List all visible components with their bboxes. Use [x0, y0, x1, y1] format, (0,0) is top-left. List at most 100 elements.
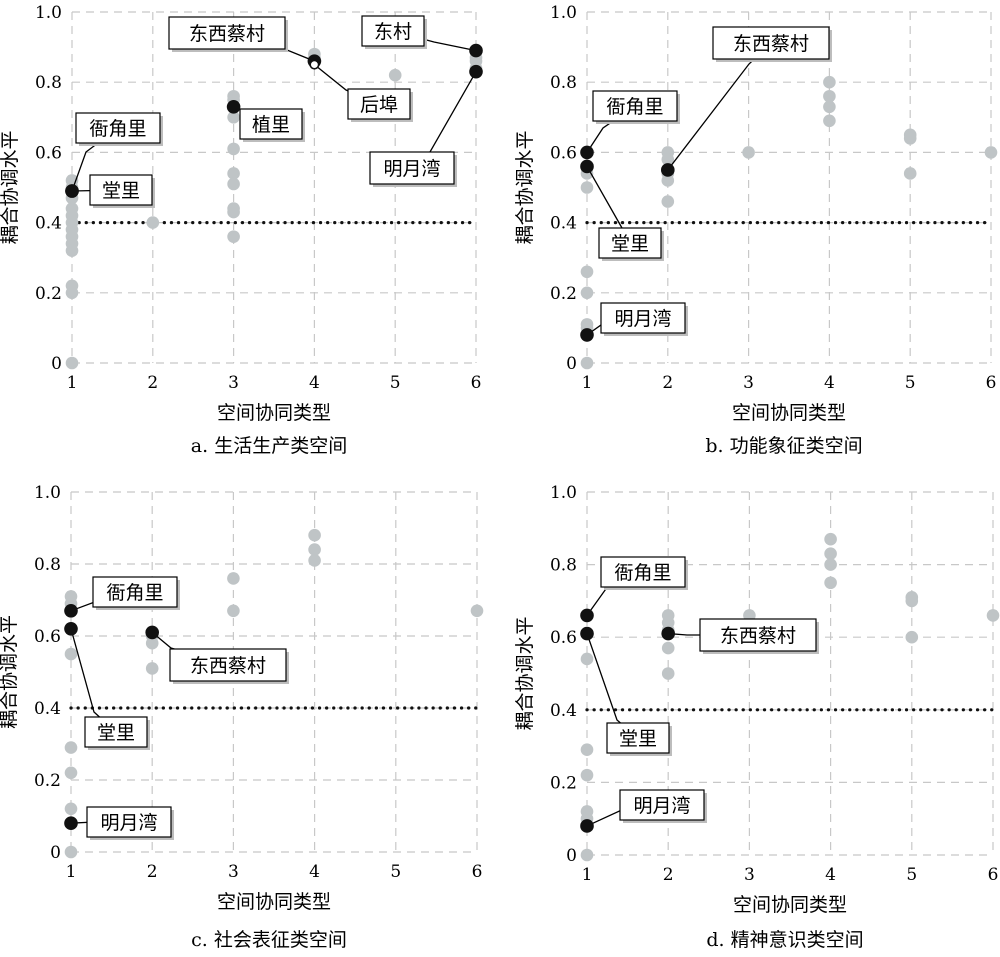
y-tick-label: 0 [51, 354, 62, 374]
highlighted-point [661, 163, 675, 177]
highlighted-point [580, 819, 594, 833]
y-tick-label: 0 [566, 846, 577, 866]
data-point [227, 572, 240, 585]
data-point [308, 543, 321, 556]
x-tick-label: 1 [582, 373, 593, 393]
data-point [64, 647, 78, 661]
data-point [145, 662, 159, 675]
callout-label: 明月湾 [383, 158, 440, 180]
data-point [823, 100, 836, 114]
callout-box [347, 88, 411, 120]
callout-box [600, 302, 686, 334]
data-point [308, 554, 321, 567]
x-tick-label: 4 [309, 862, 320, 882]
x-tick-label: 5 [390, 373, 401, 393]
callout-leader [667, 42, 772, 171]
callout-label: 堂里 [102, 180, 140, 202]
x-tick-label: 4 [825, 865, 836, 885]
callout-box [600, 556, 686, 588]
y-tick-label: 1.0 [550, 3, 577, 23]
x-axis-title: 空间协同类型 [733, 894, 847, 916]
x-tick-label: 2 [147, 373, 158, 393]
data-point [903, 167, 917, 180]
data-point [580, 768, 594, 782]
callout-label: 后埠 [360, 94, 398, 116]
data-point [65, 356, 79, 370]
x-tick-label: 6 [472, 862, 483, 882]
highlighted-point [65, 184, 79, 198]
data-point [986, 609, 1000, 622]
x-tick-label: 3 [743, 373, 754, 393]
callout-box [361, 15, 425, 47]
callout-box [86, 806, 172, 838]
data-point [65, 286, 79, 300]
highlighted-point [469, 43, 483, 58]
callout-label: 衙角里 [614, 562, 671, 584]
callout-label: 明月湾 [614, 308, 671, 330]
data-point [661, 667, 675, 680]
highlighted-point [580, 626, 594, 641]
x-tick-label: 5 [906, 865, 917, 885]
chart-panel-3: 0 0.2 0.4 0.6 0.8 1.0 1 2 3 4 5 6 空间协同类型 耦合协调水平 c. 社会表… [0, 483, 484, 951]
callout-box [712, 26, 830, 60]
data-point [308, 528, 321, 542]
data-point [580, 356, 594, 370]
x-tick-label: 2 [147, 862, 158, 882]
data-point [903, 132, 917, 145]
data-point [824, 558, 837, 571]
callout-label: 堂里 [611, 233, 649, 255]
x-tick-label: 4 [309, 373, 320, 393]
callout-label: 东西蔡村 [733, 33, 809, 55]
highlighted-point [145, 625, 159, 640]
callout-box [168, 16, 286, 50]
y-tick-label: 0.6 [550, 143, 577, 163]
callout-leader [586, 633, 639, 739]
y-tick-label: 0.6 [35, 143, 62, 163]
panel-caption: b. 功能象征类空间 [705, 435, 862, 457]
data-point [64, 845, 78, 859]
callout-box [369, 151, 455, 185]
callout-box [239, 108, 303, 140]
data-point [905, 630, 919, 644]
callout-label: 东西蔡村 [190, 655, 266, 677]
y-axis-title: 耦合协调水平 [514, 616, 536, 730]
x-tick-label: 2 [663, 865, 674, 885]
y-tick-label: 0.2 [550, 773, 577, 793]
data-point [227, 205, 240, 219]
callout-box [169, 648, 287, 682]
callout-label: 堂里 [97, 722, 135, 744]
data-point [823, 75, 836, 89]
data-point [742, 146, 755, 159]
x-tick-label: 1 [582, 865, 593, 885]
data-point [227, 177, 240, 191]
y-tick-label: 0.4 [550, 214, 577, 234]
panel-caption: a. 生活生产类空间 [191, 435, 347, 457]
highlighted-point [580, 159, 594, 174]
data-point [227, 167, 240, 180]
data-point [65, 244, 79, 257]
y-tick-label: 0.8 [34, 555, 61, 575]
x-tick-label: 2 [662, 373, 673, 393]
data-point [823, 89, 836, 103]
data-point [905, 594, 919, 608]
callout-box [89, 174, 153, 206]
data-point [227, 111, 240, 124]
y-axis-title: 耦合协调水平 [0, 130, 21, 244]
chart-panel-1: 0 0.2 0.4 0.6 0.8 1.0 1 2 3 4 5 6 空间协同类型 耦合协调水平 a. 生活生… [0, 3, 483, 457]
callout-label: 堂里 [619, 728, 657, 750]
y-tick-label: 0.4 [35, 214, 62, 234]
data-point [824, 547, 837, 561]
y-tick-label: 0 [566, 354, 577, 374]
y-tick-label: 0.2 [34, 771, 61, 791]
data-point [64, 741, 78, 754]
data-point [984, 146, 998, 159]
x-tick-label: 3 [744, 865, 755, 885]
highlighted-point [64, 622, 78, 636]
callout-box [606, 722, 670, 754]
data-point [470, 604, 484, 618]
x-tick-label: 1 [67, 373, 78, 393]
callout-label: 明月湾 [633, 795, 690, 817]
x-tick-label: 6 [986, 373, 997, 393]
data-point [580, 181, 594, 194]
x-tick-label: 4 [824, 373, 835, 393]
